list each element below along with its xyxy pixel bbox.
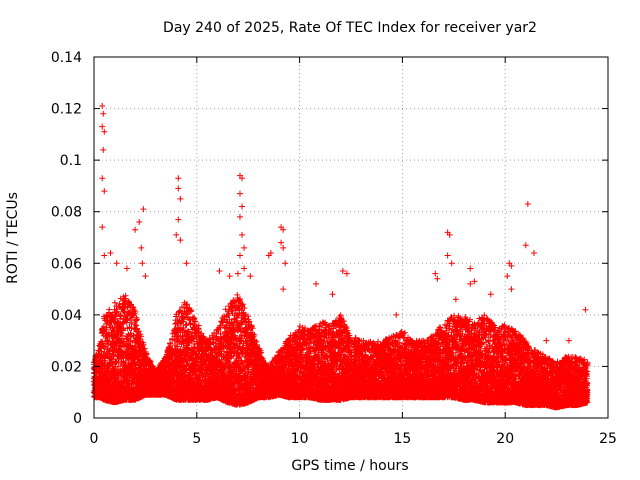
x-tick-label: 10 (291, 431, 309, 447)
data-point (101, 252, 108, 259)
data-point (508, 286, 515, 293)
plot-frame (93, 56, 609, 419)
x-tick-label: 25 (599, 431, 617, 447)
x-tick-label: 0 (90, 431, 99, 447)
x-tick-label: 15 (393, 431, 411, 447)
data-point-cloud (91, 291, 591, 411)
data-point (239, 175, 246, 182)
data-point (522, 242, 529, 249)
data-point (216, 268, 223, 275)
data-point (236, 213, 243, 220)
data-point (524, 200, 531, 207)
data-point (142, 273, 149, 280)
data-point (101, 128, 108, 135)
data-point (99, 224, 106, 231)
x-tick-label: 20 (496, 431, 514, 447)
data-point (565, 337, 572, 344)
data-point (239, 231, 246, 238)
data-point (138, 244, 145, 251)
data-point (175, 175, 182, 182)
x-axis-label: GPS time / hours (291, 458, 408, 474)
data-point (278, 239, 285, 246)
data-point (504, 273, 511, 280)
data-point (177, 237, 184, 244)
data-point (313, 280, 320, 287)
y-tick-label: 0.06 (51, 256, 82, 272)
data-point (226, 273, 233, 280)
data-point (434, 275, 441, 282)
data-point (280, 244, 287, 251)
data-point (446, 231, 453, 238)
data-point (100, 110, 107, 117)
data-point (136, 219, 143, 226)
data-point (467, 280, 474, 287)
data-point (123, 265, 130, 272)
data-point (183, 260, 190, 267)
data-point (99, 102, 106, 109)
y-tick-label: 0.08 (51, 205, 82, 221)
data-point (234, 270, 241, 277)
data-point (267, 249, 274, 256)
y-tick-label: 0.1 (60, 153, 82, 169)
data-point (280, 226, 287, 233)
data-point (140, 206, 147, 213)
data-point (132, 226, 139, 233)
data-point (236, 190, 243, 197)
data-point (530, 249, 537, 256)
data-point (508, 262, 515, 269)
y-axis-label: ROTI / TECUs (5, 192, 21, 284)
data-point (448, 260, 455, 267)
axis-ticks (93, 56, 609, 419)
data-point (467, 265, 474, 272)
data-point (175, 216, 182, 223)
data-point (444, 252, 451, 259)
chart-title: Day 240 of 2025, Rate Of TEC Index for r… (163, 20, 537, 36)
y-tick-label: 0.04 (51, 308, 82, 324)
data-point (236, 252, 243, 259)
data-points (91, 102, 591, 411)
y-tick-label: 0.02 (51, 359, 82, 375)
data-point (99, 123, 106, 130)
data-point (343, 270, 350, 277)
y-tick-label: 0 (73, 411, 82, 427)
data-point (432, 270, 439, 277)
data-point (280, 286, 287, 293)
x-tick-label: 5 (192, 431, 201, 447)
data-point (173, 231, 180, 238)
data-point (139, 260, 146, 267)
y-tick-labels: 0 0.02 0.04 0.06 0.08 0.1 0.12 0.14 (51, 50, 82, 427)
data-point (175, 185, 182, 192)
data-point (177, 195, 184, 202)
x-tick-labels: 0 5 10 15 20 25 (90, 431, 617, 447)
data-point (107, 249, 114, 256)
data-point (329, 291, 336, 298)
data-point (393, 311, 400, 318)
data-point (241, 265, 248, 272)
data-point (113, 260, 120, 267)
data-point (282, 260, 289, 267)
data-point (99, 175, 106, 182)
y-tick-label: 0.14 (51, 50, 82, 66)
data-point (339, 268, 346, 275)
data-point (239, 203, 246, 210)
data-point (247, 273, 254, 280)
y-tick-label: 0.12 (51, 102, 82, 118)
data-point (582, 306, 589, 313)
data-point (452, 296, 459, 303)
data-point (543, 337, 550, 344)
data-point (471, 278, 478, 285)
data-point (241, 244, 248, 251)
data-point (487, 291, 494, 298)
data-point (100, 146, 107, 153)
data-point (101, 188, 108, 195)
